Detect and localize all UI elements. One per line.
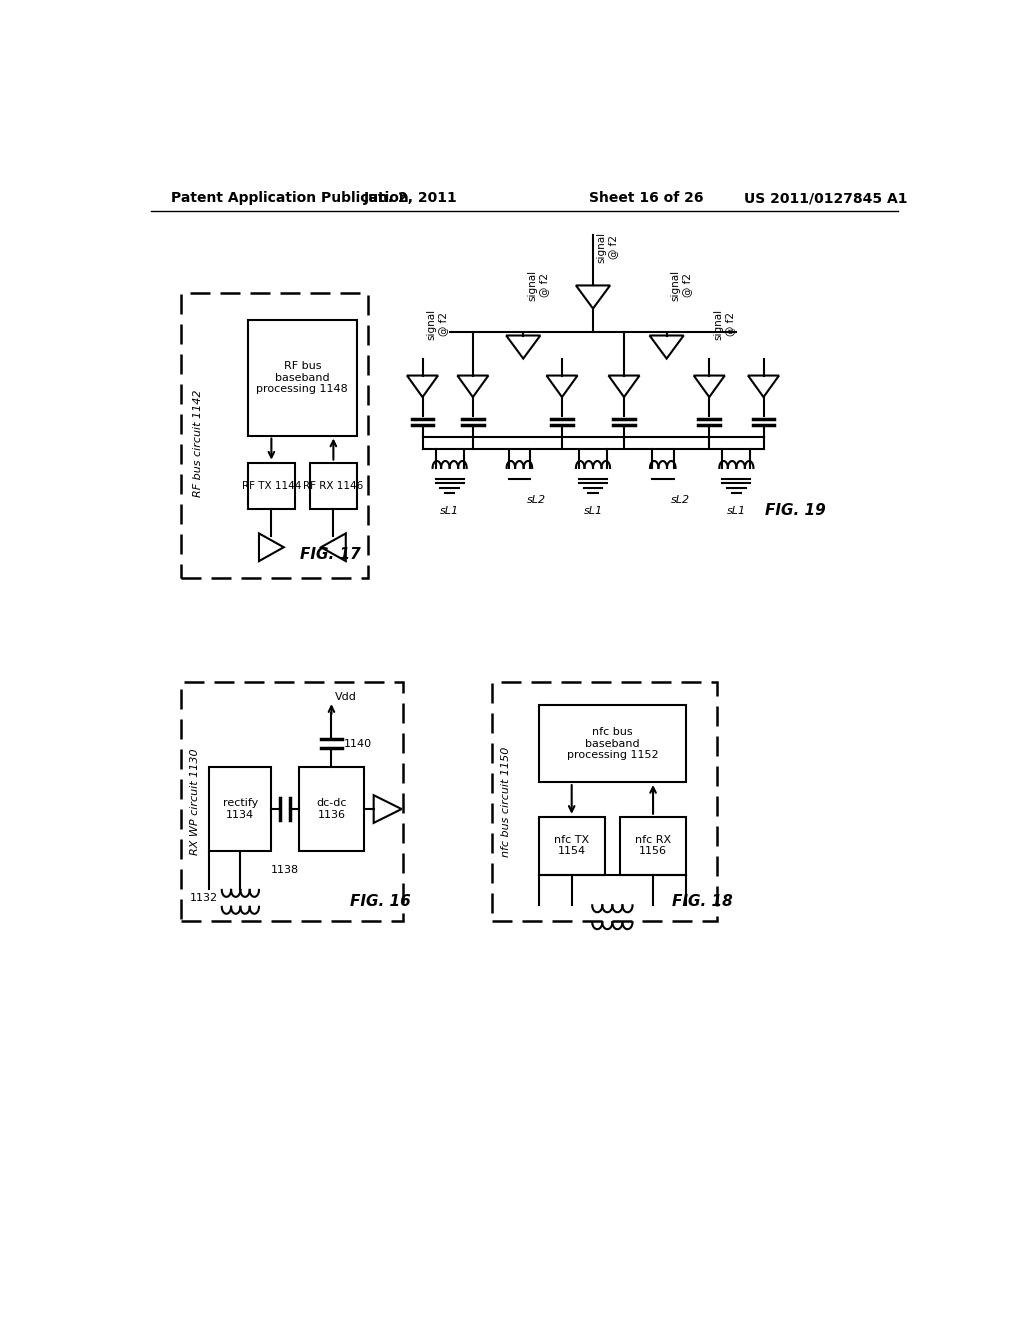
Text: nfc bus circuit 1150: nfc bus circuit 1150 xyxy=(501,746,511,857)
Text: nfc TX
1154: nfc TX 1154 xyxy=(554,834,589,857)
Text: sL1: sL1 xyxy=(584,507,602,516)
Text: signal
@ f2: signal @ f2 xyxy=(713,309,735,339)
Text: Jun. 2, 2011: Jun. 2, 2011 xyxy=(364,191,458,206)
Text: FIG. 17: FIG. 17 xyxy=(300,548,360,562)
Text: 1132: 1132 xyxy=(189,892,218,903)
Text: Sheet 16 of 26: Sheet 16 of 26 xyxy=(589,191,703,206)
Text: sL2: sL2 xyxy=(671,495,689,504)
Text: nfc bus
baseband
processing 1152: nfc bus baseband processing 1152 xyxy=(566,727,658,760)
Text: RF TX 1144: RF TX 1144 xyxy=(242,480,301,491)
Bar xyxy=(310,462,356,508)
Text: sL1: sL1 xyxy=(440,507,459,516)
Text: sL1: sL1 xyxy=(727,507,745,516)
Text: sL2: sL2 xyxy=(527,495,546,504)
Text: RF bus circuit 1142: RF bus circuit 1142 xyxy=(193,389,203,498)
Bar xyxy=(180,293,369,578)
Text: 1140: 1140 xyxy=(344,739,372,748)
Text: RX WP circuit 1130: RX WP circuit 1130 xyxy=(189,748,200,854)
Text: Patent Application Publication: Patent Application Publication xyxy=(171,191,409,206)
Text: FIG. 16: FIG. 16 xyxy=(350,894,411,909)
Bar xyxy=(248,321,356,436)
Text: FIG. 18: FIG. 18 xyxy=(672,894,732,909)
Bar xyxy=(493,682,717,921)
Text: RF RX 1146: RF RX 1146 xyxy=(303,480,364,491)
Bar xyxy=(539,705,686,781)
Text: RF bus
baseband
processing 1148: RF bus baseband processing 1148 xyxy=(256,362,348,395)
Bar xyxy=(209,767,271,851)
Text: dc-dc
1136: dc-dc 1136 xyxy=(316,799,347,820)
Bar xyxy=(621,817,686,875)
Text: signal
@ f2: signal @ f2 xyxy=(671,269,692,301)
Text: FIG. 19: FIG. 19 xyxy=(765,503,825,517)
Text: signal
@ f2: signal @ f2 xyxy=(597,231,618,263)
Bar xyxy=(299,767,365,851)
Text: signal
@ f2: signal @ f2 xyxy=(426,309,447,339)
Text: signal
@ f2: signal @ f2 xyxy=(527,269,549,301)
Text: nfc RX
1156: nfc RX 1156 xyxy=(635,834,671,857)
Text: rectify
1134: rectify 1134 xyxy=(223,799,258,820)
Bar xyxy=(539,817,604,875)
Text: US 2011/0127845 A1: US 2011/0127845 A1 xyxy=(744,191,907,206)
Text: Vdd: Vdd xyxy=(335,693,357,702)
Text: 1138: 1138 xyxy=(271,866,299,875)
Bar xyxy=(180,682,403,921)
Bar xyxy=(248,462,295,508)
